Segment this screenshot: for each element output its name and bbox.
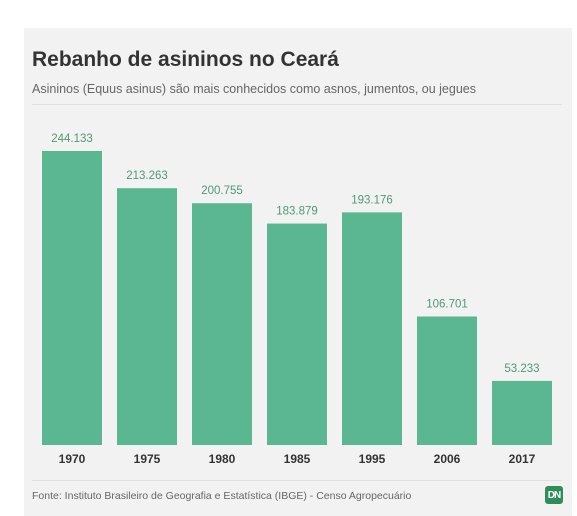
bar-1975: [117, 188, 177, 446]
x-tick-label-1975: 1975: [134, 452, 161, 466]
dn-logo: DN: [545, 486, 563, 504]
bar-1995: [342, 212, 402, 445]
footer-divider: [32, 480, 562, 481]
bar-chart: 244.133 1970 213.263 1975 200.755 1980 183.879…: [42, 133, 552, 466]
value-label-1970: 244.133: [51, 133, 93, 145]
header-divider: [32, 104, 562, 105]
value-label-1975: 213.263: [126, 170, 168, 182]
x-tick-label-1995: 1995: [359, 452, 386, 466]
value-label-1980: 200.755: [201, 185, 243, 197]
bar-2017: [492, 380, 552, 445]
bar-1970: [42, 151, 102, 445]
x-tick-label-1985: 1985: [284, 452, 311, 466]
x-tick-label-1980: 1980: [209, 452, 236, 466]
source-note: Fonte: Instituto Brasileiro de Geografia…: [32, 490, 412, 502]
value-label-2006: 106.701: [426, 299, 468, 311]
value-label-1995: 193.176: [351, 194, 393, 206]
value-label-1985: 183.879: [276, 206, 318, 218]
bar-2006: [417, 316, 477, 445]
value-label-2017: 53.233: [504, 363, 539, 375]
bar-1985: [267, 223, 327, 445]
x-tick-label-2006: 2006: [434, 452, 461, 466]
chart-subtitle: Asininos (Equus asinus) são mais conheci…: [32, 82, 476, 96]
chart-card: Rebanho de asininos no Ceará Asininos (E…: [24, 28, 572, 516]
bar-1980: [192, 203, 252, 445]
chart-title: Rebanho de asininos no Ceará: [32, 48, 339, 71]
x-tick-label-1970: 1970: [59, 452, 86, 466]
x-tick-label-2017: 2017: [509, 452, 536, 466]
